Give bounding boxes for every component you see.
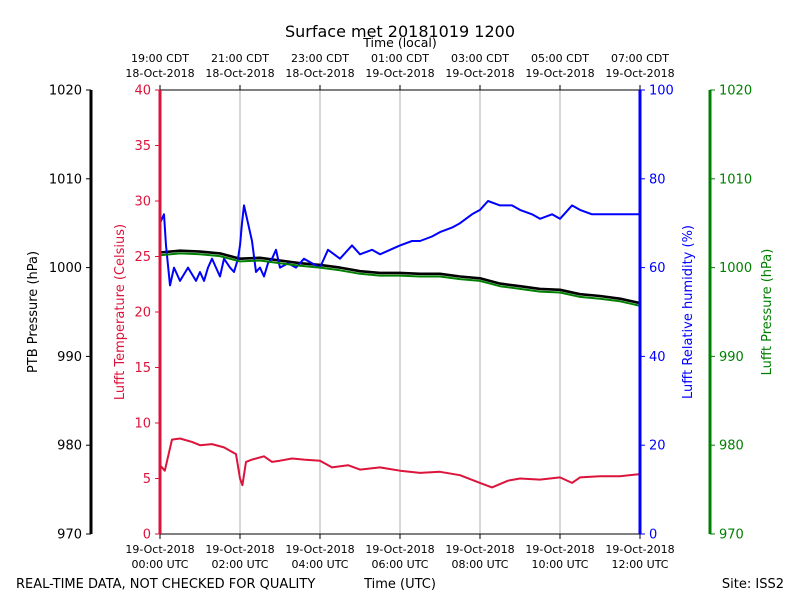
- x-tick-label: 04:00 UTC: [291, 558, 348, 571]
- y-tick-label-ptb: 1020: [49, 84, 82, 99]
- top-x-tick-label: 19:00 CDT: [131, 52, 189, 65]
- top-x-tick-label: 07:00 CDT: [611, 52, 669, 65]
- series-line-lpres: [159, 252, 641, 307]
- series-line-rh: [159, 200, 640, 287]
- top-x-tick-label: 03:00 CDT: [451, 52, 509, 65]
- chart-title: Surface met 20181019 1200: [285, 22, 515, 41]
- y-tick-label-lpres: 1020: [719, 84, 752, 99]
- y-tick-label-rh: 80: [649, 172, 666, 187]
- y-tick-label-temp: 5: [143, 472, 151, 487]
- y-tick-label-lpres: 1010: [719, 172, 752, 187]
- top-x-tick-label: 21:00 CDT: [211, 52, 269, 65]
- y-tick-label-temp: 35: [134, 139, 151, 154]
- top-x-tick-label: 23:00 CDT: [291, 52, 349, 65]
- x-tick-label: 12:00 UTC: [611, 558, 668, 571]
- y-tick-label-ptb: 980: [57, 439, 82, 454]
- y-tick-label-temp: 15: [134, 361, 151, 376]
- x-tick-label: 19-Oct-2018: [285, 543, 354, 556]
- x-tick-label: 19-Oct-2018: [605, 543, 674, 556]
- series-line-temp: [159, 437, 641, 489]
- top-x-tick-label: 19-Oct-2018: [605, 67, 674, 80]
- y-tick-label-temp: 25: [134, 250, 151, 265]
- y-tick-label-temp: 10: [134, 417, 151, 432]
- x-tick-label: 19-Oct-2018: [365, 543, 434, 556]
- y-tick-label-lpres: 970: [719, 528, 744, 543]
- y-tick-label-rh: 40: [649, 350, 666, 365]
- x-tick-label: 19-Oct-2018: [445, 543, 514, 556]
- site-label: Site: ISS2: [722, 577, 784, 592]
- y-axis-label-ptb: PTB Pressure (hPa): [26, 251, 41, 373]
- x-tick-label: 02:00 UTC: [211, 558, 268, 571]
- y-tick-label-rh: 20: [649, 439, 666, 454]
- quality-disclaimer: REAL-TIME DATA, NOT CHECKED FOR QUALITY: [16, 577, 315, 592]
- y-tick-label-ptb: 970: [57, 528, 82, 543]
- x-axis-label: Time (UTC): [363, 577, 436, 592]
- top-x-tick-label: 18-Oct-2018: [285, 67, 354, 80]
- y-tick-label-rh: 100: [649, 84, 674, 99]
- top-x-tick-label: 19-Oct-2018: [445, 67, 514, 80]
- y-axis-label-temp: Lufft Temperature (Celsius): [113, 224, 128, 400]
- x-tick-label: 08:00 UTC: [451, 558, 508, 571]
- x-tick-label: 00:00 UTC: [131, 558, 188, 571]
- x-tick-label: 19-Oct-2018: [205, 543, 274, 556]
- y-tick-label-rh: 0: [649, 528, 657, 543]
- y-tick-label-rh: 60: [649, 261, 666, 276]
- y-tick-label-lpres: 990: [719, 350, 744, 365]
- y-tick-label-temp: 30: [134, 195, 151, 210]
- y-tick-label-lpres: 980: [719, 439, 744, 454]
- y-tick-label-temp: 40: [134, 84, 151, 99]
- y-tick-label-ptb: 1000: [49, 261, 82, 276]
- x-tick-label: 19-Oct-2018: [125, 543, 194, 556]
- series-layer: [159, 200, 641, 489]
- y-tick-label-lpres: 1000: [719, 261, 752, 276]
- top-x-tick-label: 05:00 CDT: [531, 52, 589, 65]
- y-tick-label-temp: 0: [143, 528, 151, 543]
- series-line-ptb: [159, 249, 641, 305]
- y-tick-label-ptb: 1010: [49, 172, 82, 187]
- gridlines: [239, 90, 561, 534]
- top-x-tick-label: 18-Oct-2018: [205, 67, 274, 80]
- y-tick-label-temp: 20: [134, 306, 151, 321]
- y-tick-label-ptb: 990: [57, 350, 82, 365]
- y-axis-label-rh: Lufft Relative humidity (%): [681, 225, 696, 399]
- x-tick-label: 19-Oct-2018: [525, 543, 594, 556]
- top-x-tick-label: 19-Oct-2018: [365, 67, 434, 80]
- x-tick-label: 10:00 UTC: [531, 558, 588, 571]
- axes-layer: 19-Oct-2018 00:00 UTC 19-Oct-2018 02:00 UTC…: [26, 52, 775, 571]
- x-tick-label: 06:00 UTC: [371, 558, 428, 571]
- top-x-tick-label: 18-Oct-2018: [125, 67, 194, 80]
- top-x-tick-label: 01:00 CDT: [371, 52, 429, 65]
- top-axis-label: Time (local): [362, 35, 436, 50]
- y-axis-label-lpres: Lufft Pressure (hPa): [760, 249, 775, 376]
- top-x-tick-label: 19-Oct-2018: [525, 67, 594, 80]
